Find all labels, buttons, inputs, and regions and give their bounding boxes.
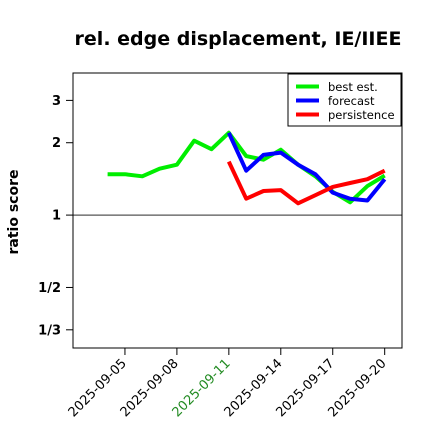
y-tick-label: 1 xyxy=(52,209,61,224)
legend-label-persistence: persistence xyxy=(328,108,395,122)
plot-frame xyxy=(72,72,403,349)
legend-label-forecast: forecast xyxy=(328,94,375,108)
y-tick-label: 1/2 xyxy=(38,281,61,296)
series-line-forecast xyxy=(226,131,387,203)
y-tick-label: 2 xyxy=(52,136,61,151)
chart-title: rel. edge displacement, IE/IIEE xyxy=(75,28,402,50)
y-tick-label: 1/3 xyxy=(38,323,61,338)
legend: best est. forecast persistence xyxy=(287,73,402,127)
y-tick-label: 3 xyxy=(52,94,61,109)
y-axis-label: ratio score xyxy=(6,170,22,255)
legend-label-best-est: best est. xyxy=(328,80,378,94)
series-line-persistence xyxy=(226,160,386,206)
